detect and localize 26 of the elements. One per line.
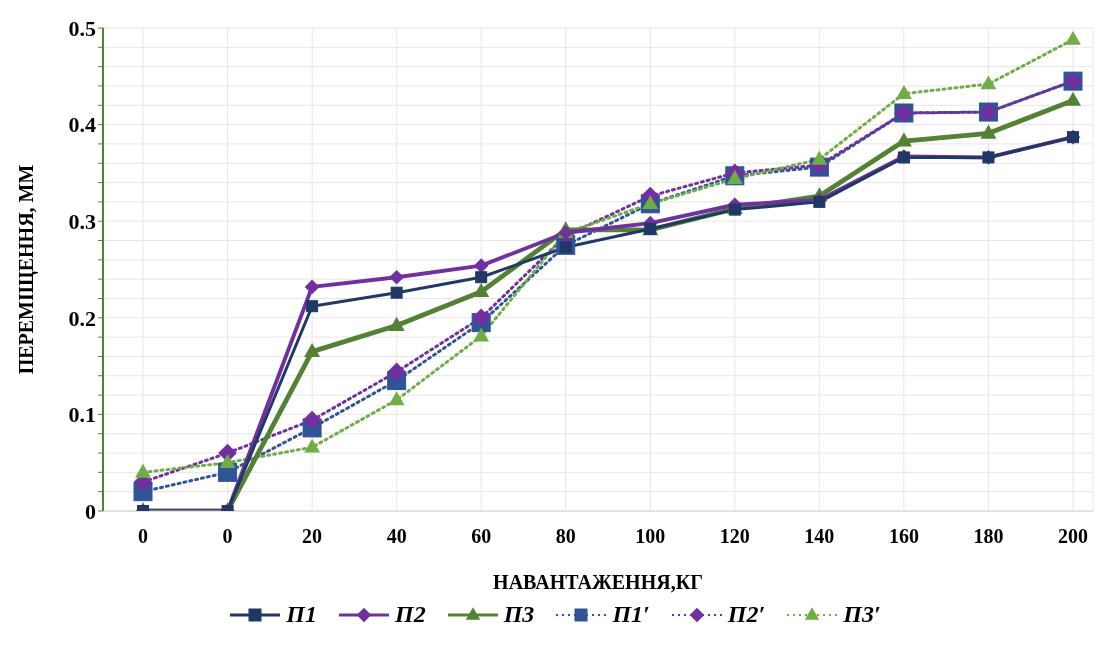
- x-axis-title: НАВАНТАЖЕННЯ,КГ: [493, 571, 703, 593]
- legend-label: П1′: [612, 601, 650, 628]
- y-tick-label: 0.3: [68, 209, 96, 235]
- x-tick-label: 0: [222, 525, 233, 548]
- legend-label: П2′: [727, 601, 766, 628]
- y-tick-label: 0.4: [68, 112, 96, 138]
- y-tick-label: 0.2: [68, 305, 96, 331]
- y-tick-label: 0.5: [68, 15, 96, 41]
- x-tick-label: 200: [1058, 525, 1088, 548]
- x-tick-label: 140: [804, 525, 835, 548]
- x-tick-label: 120: [719, 525, 750, 548]
- legend-label: П2: [395, 601, 426, 628]
- x-tick-label: 160: [888, 525, 919, 548]
- legend-label: П3: [503, 601, 535, 628]
- x-tick-label: 100: [635, 525, 666, 548]
- legend-label: П1: [286, 601, 318, 628]
- y-tick-label: 0: [85, 498, 96, 524]
- y-tick-label: 0.1: [68, 402, 96, 428]
- x-tick-label: 180: [973, 525, 1004, 548]
- x-tick-label: 60: [471, 525, 492, 548]
- x-tick-label: 0: [138, 525, 148, 548]
- x-tick-label: 40: [386, 525, 407, 548]
- x-tick-label: 80: [555, 525, 576, 548]
- legend-label: П3′: [843, 601, 881, 628]
- y-axis-title: ПЕРЕМІЩЕННЯ, ММ: [15, 164, 39, 375]
- x-tick-label: 20: [302, 525, 323, 548]
